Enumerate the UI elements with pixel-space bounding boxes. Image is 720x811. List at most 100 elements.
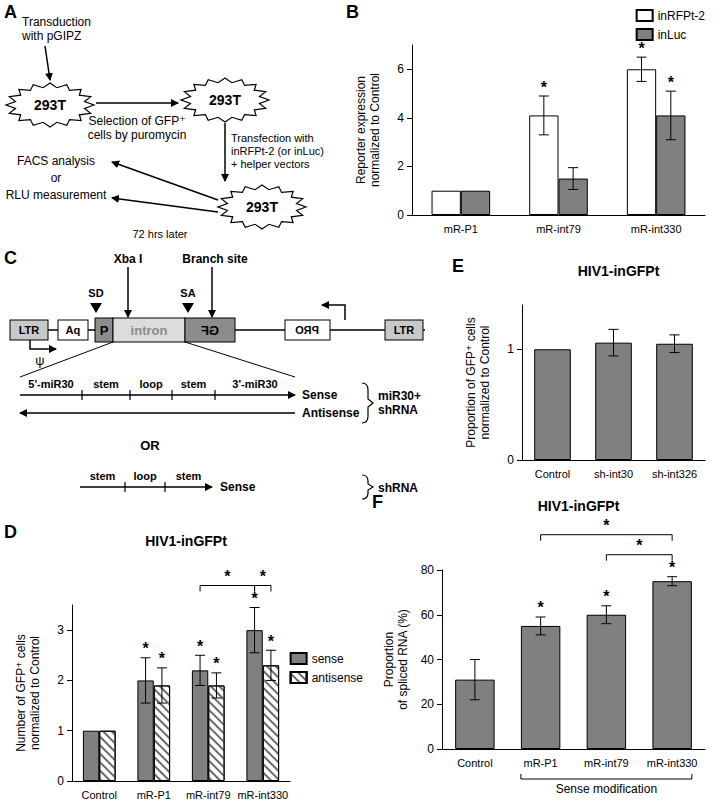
svg-text:HIV1-inGFPt: HIV1-inGFPt: [578, 263, 660, 279]
svg-text:Sense: Sense: [220, 480, 256, 494]
html-text:D: D: [4, 522, 17, 542]
svg-text:mR-int330: mR-int330: [631, 223, 682, 235]
svg-text:mR-P1: mR-P1: [524, 757, 558, 769]
svg-text:*: *: [260, 568, 267, 585]
svg-text:HIV1-inGFPt: HIV1-inGFPt: [145, 533, 227, 549]
svg-text:20: 20: [421, 697, 435, 711]
svg-text:LTR: LTR: [19, 324, 40, 336]
svg-text:stem: stem: [93, 378, 119, 390]
svg-text:normalized to Control: normalized to Control: [28, 636, 42, 750]
svg-text:Number of GFP⁺ cells: Number of GFP⁺ cells: [14, 634, 28, 752]
html-text:B: B: [346, 2, 359, 22]
svg-text:inRFPt-2: inRFPt-2: [658, 9, 706, 23]
svg-text:normalized to Control: normalized to Control: [368, 73, 382, 187]
svg-text:60: 60: [421, 608, 435, 622]
svg-text:*: *: [669, 559, 676, 576]
svg-text:*: *: [197, 638, 204, 655]
svg-text:80: 80: [421, 563, 435, 577]
svg-text:40: 40: [421, 653, 435, 667]
svg-text:sh-int30: sh-int30: [594, 468, 633, 480]
svg-text:Proportion of GFP⁺ cells: Proportion of GFP⁺ cells: [464, 317, 478, 447]
svg-text:Sense: Sense: [302, 388, 338, 402]
svg-text:1: 1: [507, 342, 514, 356]
html-text:C: C: [4, 248, 17, 268]
svg-text:GF: GF: [201, 323, 219, 338]
svg-text:*: *: [603, 588, 610, 605]
svg-text:mR-int79: mR-int79: [536, 223, 581, 235]
svg-text:mR-int79: mR-int79: [186, 789, 231, 801]
svg-text:stem: stem: [181, 378, 207, 390]
svg-text:Sense modification: Sense modification: [556, 782, 657, 796]
svg-text:Transfection withinRFPt-2 (or: Transfection withinRFPt-2 (or inLuc)+ he…: [231, 132, 324, 170]
svg-text:*: *: [668, 74, 675, 91]
svg-text:OR: OR: [140, 438, 160, 453]
svg-text:LTR: LTR: [394, 324, 415, 336]
svg-text:sh-int326: sh-int326: [652, 468, 697, 480]
svg-text:2: 2: [57, 673, 64, 687]
svg-text:pA: pA: [66, 324, 81, 336]
svg-text:SA: SA: [180, 287, 195, 299]
svg-text:miR30+shRNA: miR30+shRNA: [378, 389, 421, 417]
svg-text:mR-int330: mR-int330: [237, 789, 288, 801]
svg-text:mR-P1: mR-P1: [137, 789, 171, 801]
svg-text:72 hrs later: 72 hrs later: [132, 228, 187, 240]
svg-text:Antisense: Antisense: [302, 406, 360, 420]
svg-text:*: *: [268, 633, 275, 650]
svg-text:Transductionwith pGIPZ: Transductionwith pGIPZ: [21, 15, 91, 43]
svg-text:6: 6: [397, 62, 404, 76]
html-text:A: A: [4, 2, 17, 22]
svg-text:PRO: PRO: [295, 324, 319, 336]
svg-text:ψ: ψ: [35, 353, 44, 368]
svg-text:*: *: [142, 640, 149, 657]
svg-text:293T: 293T: [246, 199, 278, 215]
svg-text:mR-int79: mR-int79: [584, 757, 629, 769]
svg-text:2: 2: [397, 159, 404, 173]
svg-text:Branch site: Branch site: [182, 252, 248, 266]
svg-text:stem: stem: [176, 470, 202, 482]
svg-text:P: P: [100, 323, 109, 338]
svg-text:Xba I: Xba I: [114, 252, 143, 266]
svg-text:0: 0: [507, 453, 514, 467]
svg-text:antisense: antisense: [312, 671, 364, 685]
svg-text:0: 0: [397, 208, 404, 222]
svg-text:*: *: [224, 568, 231, 585]
svg-text:normalized to Control: normalized to Control: [478, 325, 492, 439]
svg-text:HIV1-inGFPt: HIV1-inGFPt: [538, 498, 620, 514]
svg-text:Reporter expression: Reporter expression: [354, 76, 368, 184]
svg-text:*: *: [538, 599, 545, 616]
svg-text:inLuc: inLuc: [658, 28, 687, 42]
svg-text:293T: 293T: [209, 92, 241, 108]
svg-text:3: 3: [57, 623, 64, 637]
svg-text:loop: loop: [139, 378, 162, 390]
svg-text:*: *: [251, 590, 258, 607]
svg-text:0: 0: [57, 774, 64, 788]
svg-text:of spliced RNA (%): of spliced RNA (%): [396, 609, 410, 710]
svg-text:*: *: [541, 79, 548, 96]
svg-text:SD: SD: [88, 287, 103, 299]
svg-text:Control: Control: [82, 789, 117, 801]
svg-text:Control: Control: [457, 757, 492, 769]
svg-text:*: *: [636, 537, 643, 554]
svg-text:4: 4: [397, 111, 404, 125]
svg-text:1: 1: [57, 724, 64, 738]
svg-text:Selection of GFP⁺cells by puro: Selection of GFP⁺cells by puromycin: [88, 114, 187, 142]
html-text:E: E: [452, 256, 464, 276]
svg-text:0: 0: [427, 742, 434, 756]
svg-text:3'-miR30: 3'-miR30: [232, 378, 277, 390]
svg-text:*: *: [603, 517, 610, 534]
svg-text:Control: Control: [535, 468, 570, 480]
svg-text:*: *: [638, 40, 645, 57]
svg-text:mR-P1: mR-P1: [444, 223, 478, 235]
svg-text:*: *: [213, 655, 220, 672]
svg-text:sense: sense: [312, 652, 344, 666]
svg-text:loop: loop: [133, 470, 156, 482]
svg-text:stem: stem: [90, 470, 116, 482]
svg-text:FACS analysisorRLU measurement: FACS analysisorRLU measurement: [6, 154, 107, 202]
svg-text:293T: 293T: [34, 97, 66, 113]
svg-text:mR-int330: mR-int330: [647, 757, 698, 769]
svg-text:5'-miR30: 5'-miR30: [28, 378, 73, 390]
svg-text:shRNA: shRNA: [378, 481, 418, 495]
svg-text:*: *: [159, 650, 166, 667]
svg-text:intron: intron: [131, 323, 168, 338]
svg-text:Proportion: Proportion: [382, 632, 396, 687]
